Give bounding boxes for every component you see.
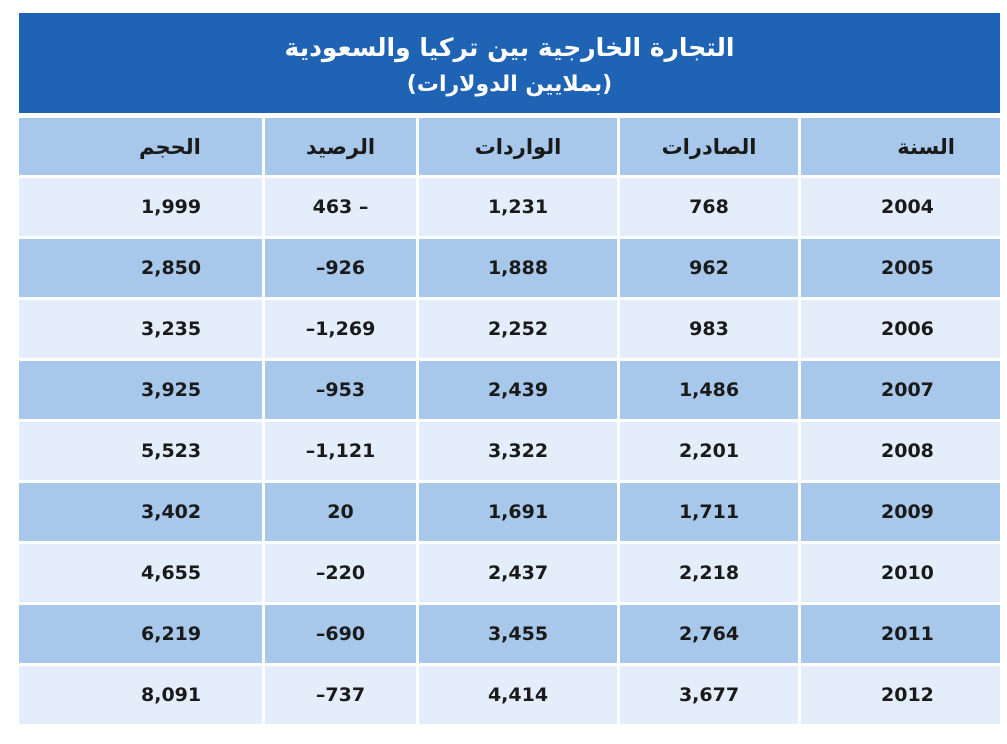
trade-table: السنة الصادرات الواردات الرصيد الحجم 200…: [16, 115, 1003, 727]
header-year: السنة: [801, 118, 1000, 175]
title-banner: التجارة الخارجية بين تركيا والسعودية (بم…: [19, 13, 1000, 113]
cell-balance: 20: [265, 483, 416, 541]
header-volume: الحجم: [19, 118, 262, 175]
cell-year: 2009: [801, 483, 1000, 541]
cell-exports: 983: [620, 300, 798, 358]
cell-year: 2008: [801, 422, 1000, 480]
cell-year: 2006: [801, 300, 1000, 358]
cell-imports: 2,252: [419, 300, 617, 358]
cell-volume: 5,523: [19, 422, 262, 480]
table-row: 2004 768 1,231 – 463 1,999: [19, 178, 1000, 236]
header-balance: الرصيد: [265, 118, 416, 175]
cell-volume: 1,999: [19, 178, 262, 236]
cell-exports: 3,677: [620, 666, 798, 724]
cell-imports: 2,439: [419, 361, 617, 419]
cell-volume: 4,655: [19, 544, 262, 602]
cell-balance: 1,121–: [265, 422, 416, 480]
cell-year: 2007: [801, 361, 1000, 419]
table-row: 2010 2,218 2,437 220– 4,655: [19, 544, 1000, 602]
cell-exports: 2,764: [620, 605, 798, 663]
cell-exports: 1,486: [620, 361, 798, 419]
table-row: 2007 1,486 2,439 953– 3,925: [19, 361, 1000, 419]
cell-year: 2011: [801, 605, 1000, 663]
cell-imports: 3,455: [419, 605, 617, 663]
header-exports: الصادرات: [620, 118, 798, 175]
table-title: التجارة الخارجية بين تركيا والسعودية: [284, 33, 735, 62]
trade-table-figure: التجارة الخارجية بين تركيا والسعودية (بم…: [19, 13, 1000, 731]
cell-imports: 3,322: [419, 422, 617, 480]
cell-year: 2005: [801, 239, 1000, 297]
table-row: 2008 2,201 3,322 1,121– 5,523: [19, 422, 1000, 480]
cell-balance: 926–: [265, 239, 416, 297]
cell-volume: 3,235: [19, 300, 262, 358]
cell-volume: 2,850: [19, 239, 262, 297]
cell-year: 2010: [801, 544, 1000, 602]
cell-balance: 220–: [265, 544, 416, 602]
table-row: 2009 1,711 1,691 20 3,402: [19, 483, 1000, 541]
table-row: 2006 983 2,252 1,269– 3,235: [19, 300, 1000, 358]
cell-balance: 1,269–: [265, 300, 416, 358]
cell-exports: 2,218: [620, 544, 798, 602]
cell-balance: 953–: [265, 361, 416, 419]
cell-balance: – 463: [265, 178, 416, 236]
cell-volume: 3,402: [19, 483, 262, 541]
table-row: 2012 3,677 4,414 737– 8,091: [19, 666, 1000, 724]
cell-volume: 3,925: [19, 361, 262, 419]
cell-exports: 2,201: [620, 422, 798, 480]
cell-year: 2004: [801, 178, 1000, 236]
cell-imports: 1,888: [419, 239, 617, 297]
cell-volume: 8,091: [19, 666, 262, 724]
cell-imports: 2,437: [419, 544, 617, 602]
table-subtitle: (بملايين الدولارات): [406, 72, 613, 97]
cell-balance: 690–: [265, 605, 416, 663]
cell-exports: 1,711: [620, 483, 798, 541]
cell-imports: 4,414: [419, 666, 617, 724]
header-imports: الواردات: [419, 118, 617, 175]
cell-balance: 737–: [265, 666, 416, 724]
cell-volume: 6,219: [19, 605, 262, 663]
cell-exports: 768: [620, 178, 798, 236]
table-row: 2011 2,764 3,455 690– 6,219: [19, 605, 1000, 663]
cell-year: 2012: [801, 666, 1000, 724]
table-row: 2005 962 1,888 926– 2,850: [19, 239, 1000, 297]
header-row: السنة الصادرات الواردات الرصيد الحجم: [19, 118, 1000, 175]
cell-imports: 1,231: [419, 178, 617, 236]
cell-exports: 962: [620, 239, 798, 297]
cell-imports: 1,691: [419, 483, 617, 541]
